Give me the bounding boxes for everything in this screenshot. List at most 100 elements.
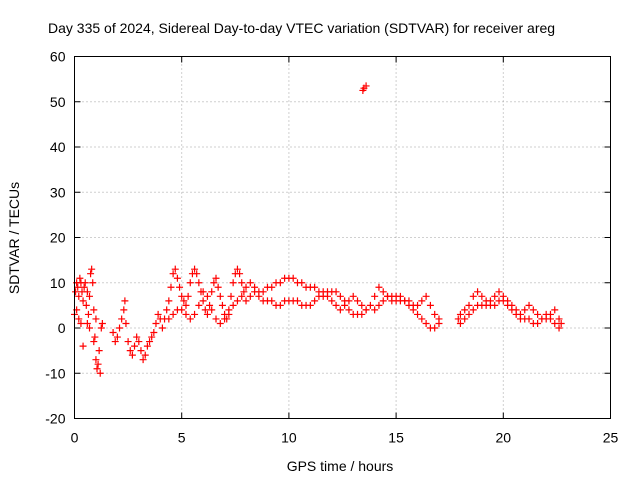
data-point: [75, 292, 83, 300]
data-point: [191, 265, 199, 273]
data-point: [375, 283, 383, 291]
data-point: [508, 306, 516, 314]
data-point: [154, 310, 162, 318]
data-point: [555, 324, 563, 332]
data-point: [199, 297, 207, 305]
data-point: [293, 297, 301, 305]
data-point: [88, 265, 96, 273]
data-point: [499, 297, 507, 305]
data-point: [538, 315, 546, 323]
data-point: [336, 292, 344, 300]
data-point: [195, 279, 203, 287]
data-point: [184, 292, 192, 300]
data-point: [203, 310, 211, 318]
data-point: [90, 338, 98, 346]
data-point: [178, 292, 186, 300]
data-point: [218, 301, 226, 309]
y-tick-labels: -20 -10 0 10 20 30 40 50 60: [45, 49, 65, 427]
data-point: [418, 297, 426, 305]
data-point: [236, 270, 244, 278]
data-point: [83, 288, 91, 296]
data-point: [341, 297, 349, 305]
data-point: [120, 306, 128, 314]
data-point: [208, 306, 216, 314]
data-point: [384, 292, 392, 300]
data-point: [298, 279, 306, 287]
data-point: [435, 315, 443, 323]
y-tick-label: 10: [50, 275, 66, 291]
data-point: [259, 288, 267, 296]
data-point: [431, 310, 439, 318]
data-point: [461, 315, 469, 323]
x-tick-label: 0: [71, 430, 79, 446]
y-tick-label: 50: [50, 94, 66, 110]
data-point: [90, 306, 98, 314]
data-point: [255, 292, 263, 300]
data-point: [534, 310, 542, 318]
data-points: [71, 82, 565, 377]
data-point: [354, 297, 362, 305]
data-point: [426, 301, 434, 309]
data-point: [251, 288, 259, 296]
data-point: [242, 283, 250, 291]
data-point: [461, 306, 469, 314]
data-point: [89, 279, 97, 287]
data-point: [109, 329, 117, 337]
data-point: [557, 319, 565, 327]
data-point: [311, 283, 319, 291]
data-point: [182, 310, 190, 318]
data-point: [165, 315, 173, 323]
data-point: [238, 292, 246, 300]
data-point: [525, 301, 533, 309]
data-point: [221, 315, 229, 323]
data-point: [158, 324, 166, 332]
data-point: [212, 274, 220, 282]
y-tick-label: 20: [50, 230, 66, 246]
data-point: [191, 310, 199, 318]
data-point: [529, 306, 537, 314]
data-point: [414, 310, 422, 318]
data-point: [111, 338, 119, 346]
data-point: [371, 306, 379, 314]
data-point: [456, 319, 464, 327]
data-point: [171, 265, 179, 273]
data-point: [173, 274, 181, 282]
data-point: [359, 86, 367, 94]
data-point: [268, 297, 276, 305]
data-point: [137, 347, 145, 355]
data-point: [86, 324, 94, 332]
data-point: [431, 324, 439, 332]
y-tick-label: 40: [50, 139, 66, 155]
data-point: [212, 315, 220, 323]
plot-frame: [74, 56, 611, 419]
data-point: [83, 319, 91, 327]
data-point: [96, 369, 104, 377]
data-point: [268, 283, 276, 291]
y-tick-label: -20: [45, 411, 65, 427]
data-point: [311, 297, 319, 305]
data-point: [418, 315, 426, 323]
data-point: [186, 315, 194, 323]
data-point: [167, 283, 175, 291]
data-point: [118, 315, 126, 323]
data-point: [362, 82, 370, 90]
data-point: [551, 319, 559, 327]
data-point: [401, 297, 409, 305]
data-point: [242, 297, 250, 305]
data-point: [478, 292, 486, 300]
data-point: [225, 310, 233, 318]
data-point: [246, 279, 254, 287]
data-point: [276, 279, 284, 287]
data-point: [82, 301, 90, 309]
data-point: [229, 279, 237, 287]
data-point: [332, 301, 340, 309]
data-point: [146, 338, 154, 346]
data-point: [97, 324, 105, 332]
data-point: [405, 301, 413, 309]
data-point: [113, 333, 121, 341]
data-point: [91, 333, 99, 341]
data-point: [375, 301, 383, 309]
data-point: [328, 297, 336, 305]
data-point: [422, 292, 430, 300]
data-point: [456, 310, 464, 318]
